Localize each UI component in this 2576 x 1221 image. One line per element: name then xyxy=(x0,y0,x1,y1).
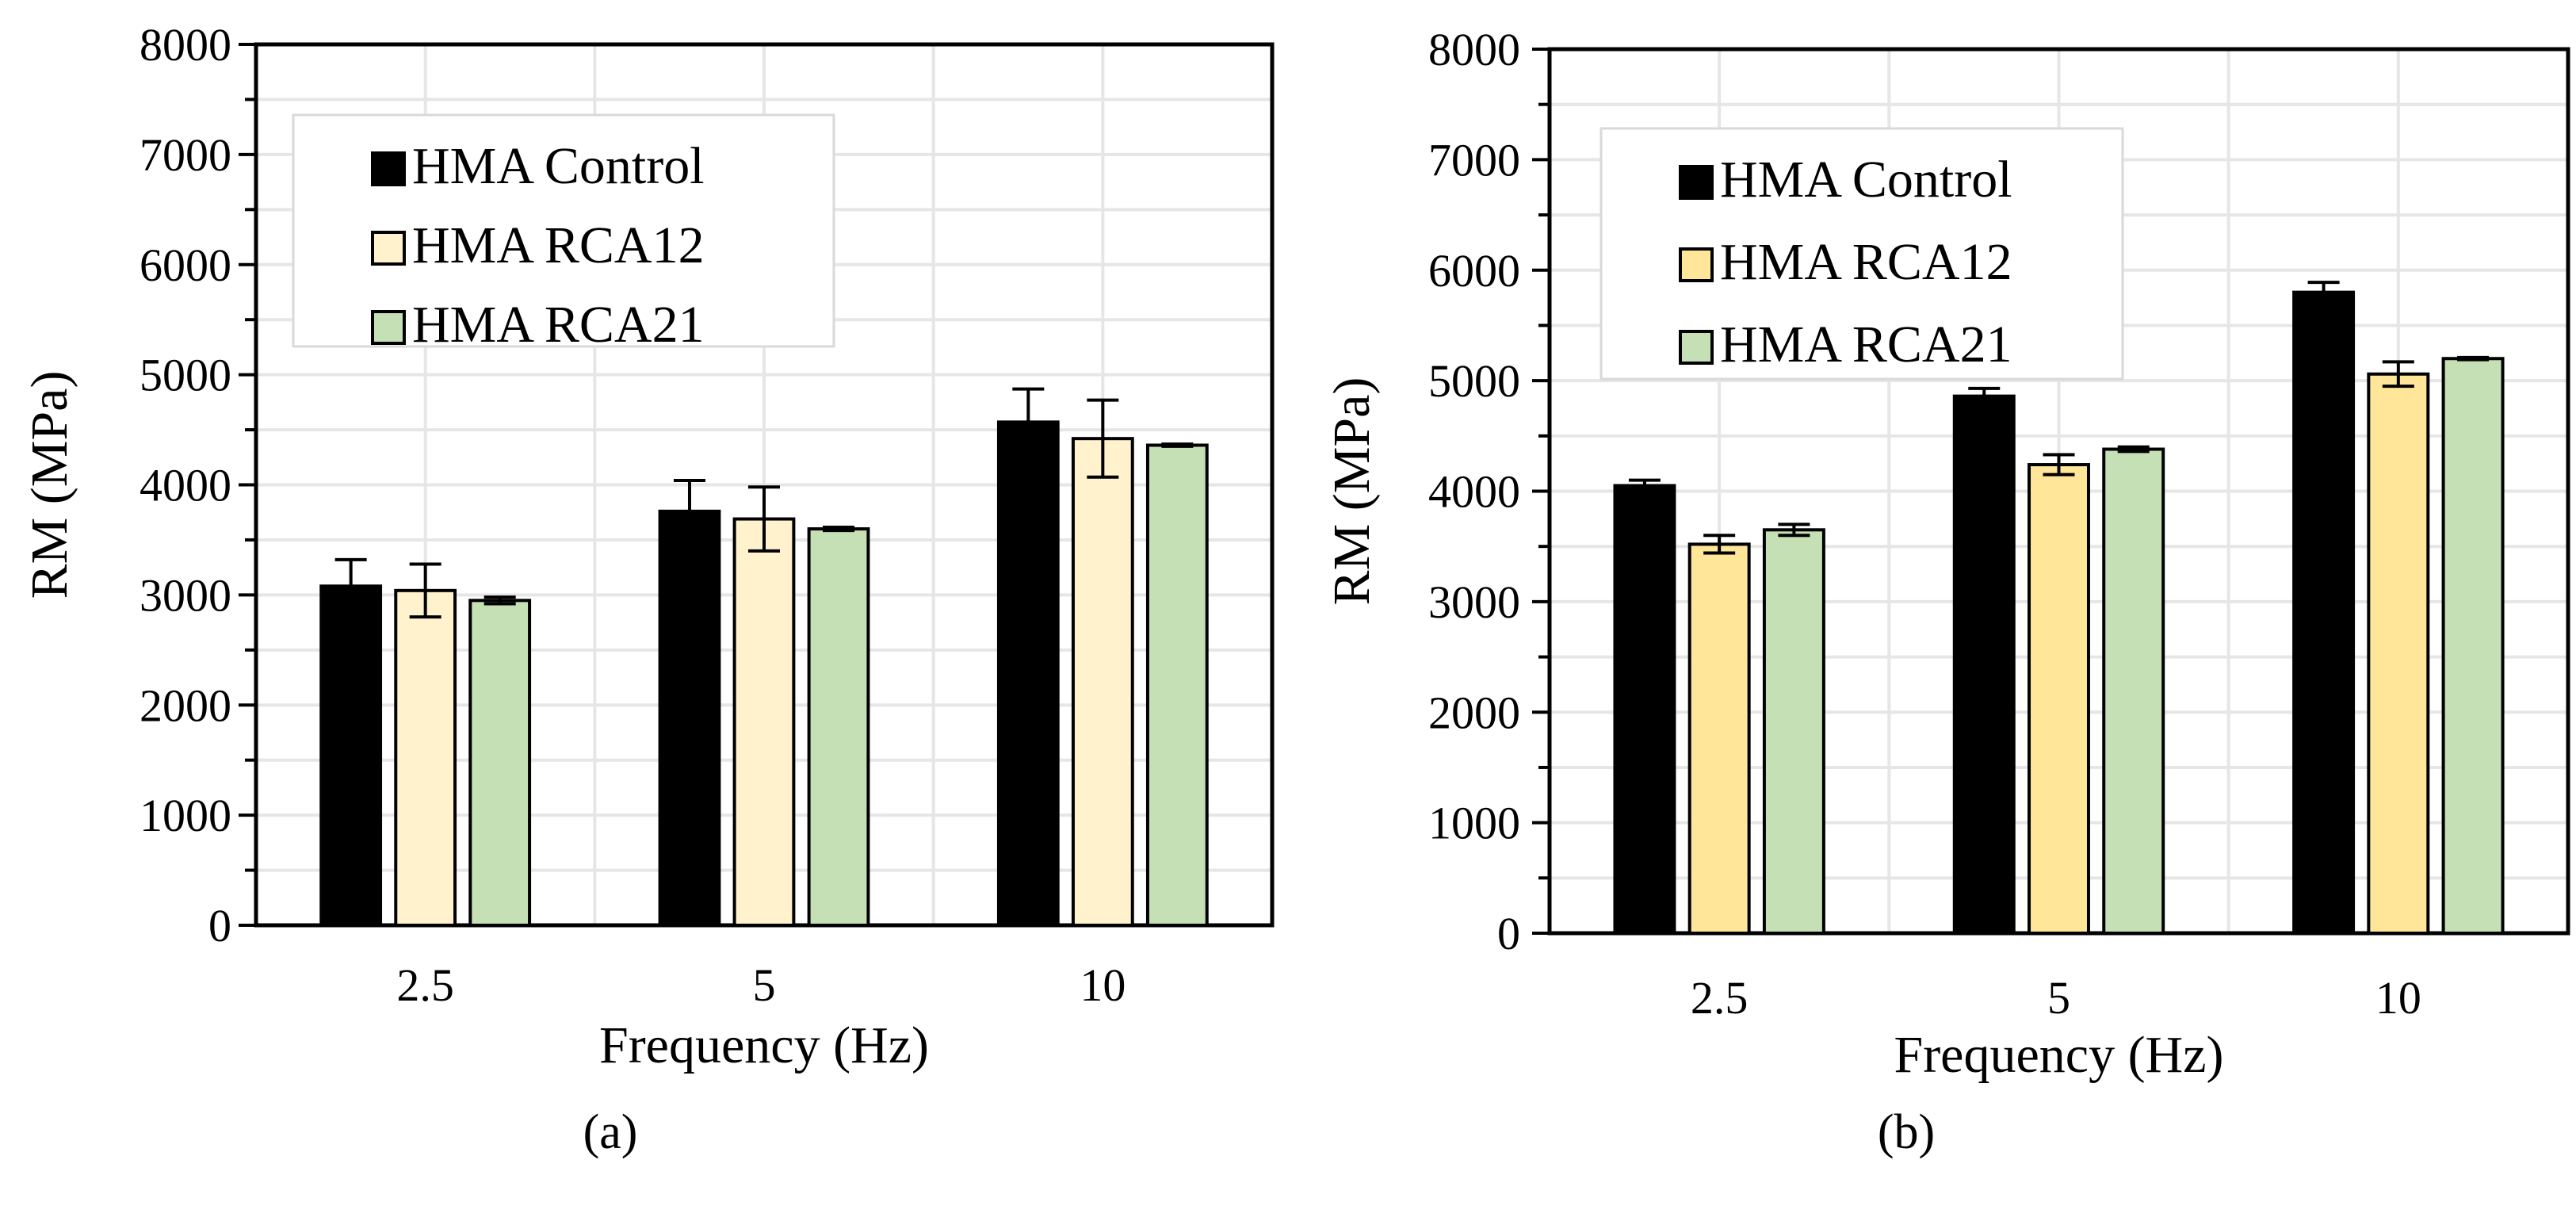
bar-hma-rca12 xyxy=(732,517,796,927)
legend-swatch xyxy=(371,310,406,345)
y-axis-title: RM (MPa) xyxy=(21,371,78,599)
y-tick-label: 7000 xyxy=(140,129,231,181)
bar-hma-control xyxy=(1952,394,2016,935)
x-tick-label: 5 xyxy=(2047,972,2070,1024)
legend-swatch xyxy=(371,151,406,186)
legend-label: HMA RCA21 xyxy=(1720,316,2012,373)
bar-hma-rca21 xyxy=(2102,447,2165,935)
y-tick-label: 4000 xyxy=(140,460,231,511)
legend-label: HMA Control xyxy=(1720,151,2012,209)
y-tick-label: 2000 xyxy=(1428,687,1520,738)
y-tick-label: 5000 xyxy=(1428,355,1520,407)
y-tick-label: 0 xyxy=(208,900,231,951)
x-tick-label: 2.5 xyxy=(1691,972,1749,1024)
legend: HMA Control HMA RCA12 HMA RCA21 xyxy=(292,113,835,354)
y-tick-label: 7000 xyxy=(1428,134,1520,186)
x-axis-title: Frequency (Hz) xyxy=(599,1016,929,1074)
y-tick-label: 8000 xyxy=(1428,24,1520,75)
legend-swatch xyxy=(1679,165,1714,200)
legend-label: HMA RCA12 xyxy=(1720,233,2012,291)
bar-hma-rca21 xyxy=(1145,443,1209,927)
y-axis-title: RM (MPa) xyxy=(1323,377,1381,606)
y-tick-label: 2000 xyxy=(140,679,231,731)
legend: HMA Control HMA RCA12 HMA RCA21 xyxy=(1599,127,2124,381)
legend-label: HMA Control xyxy=(412,137,705,195)
y-tick-label: 6000 xyxy=(1428,245,1520,297)
bar-hma-rca21 xyxy=(1762,528,1825,935)
bar-hma-rca12 xyxy=(1071,437,1134,927)
chart-panel-a: 0 1000 2000 3000 4000 5000 6000 7000 8000 RM (MPa… xyxy=(21,19,1275,1159)
legend-swatch xyxy=(1679,330,1714,365)
y-tick-label: 4000 xyxy=(1428,466,1520,518)
bar-hma-rca12 xyxy=(2028,463,2090,935)
x-tick-label: 10 xyxy=(2375,972,2421,1024)
bar-hma-rca12 xyxy=(1687,542,1751,936)
legend-swatch xyxy=(371,231,406,266)
legend-label: HMA RCA21 xyxy=(412,296,705,354)
y-tick-label: 3000 xyxy=(1428,576,1520,628)
x-tick-label: 5 xyxy=(753,959,776,1011)
x-axis-title: Frequency (Hz) xyxy=(1894,1026,2224,1084)
bar-hma-control xyxy=(319,584,383,927)
bar-hma-control xyxy=(658,509,721,927)
y-tick-label: 8000 xyxy=(140,19,231,71)
panel-label: (a) xyxy=(583,1105,638,1159)
bar-hma-rca21 xyxy=(807,527,870,927)
y-tick-label: 0 xyxy=(1497,908,1520,959)
x-tick-label: 2.5 xyxy=(396,959,454,1011)
bar-hma-control xyxy=(1613,484,1676,935)
bar-hma-rca12 xyxy=(2367,372,2430,935)
legend-swatch xyxy=(1679,247,1714,282)
y-tick-label: 5000 xyxy=(140,350,231,401)
y-tick-label: 6000 xyxy=(140,239,231,291)
x-tick-label: 10 xyxy=(1080,959,1126,1011)
bar-hma-control xyxy=(2292,290,2356,935)
legend-label: HMA RCA12 xyxy=(412,216,705,274)
bar-hma-control xyxy=(996,420,1060,927)
bar-hma-rca21 xyxy=(468,599,532,927)
bar-hma-rca12 xyxy=(394,588,457,927)
y-tick-label: 1000 xyxy=(140,790,231,841)
y-tick-label: 3000 xyxy=(140,569,231,621)
chart-panel-b: 0 1000 2000 3000 4000 5000 6000 7000 8000 RM (MPa… xyxy=(1323,24,2570,1159)
bar-hma-rca21 xyxy=(2441,357,2505,935)
panel-label: (b) xyxy=(1878,1105,1935,1159)
y-tick-label: 1000 xyxy=(1428,798,1520,849)
